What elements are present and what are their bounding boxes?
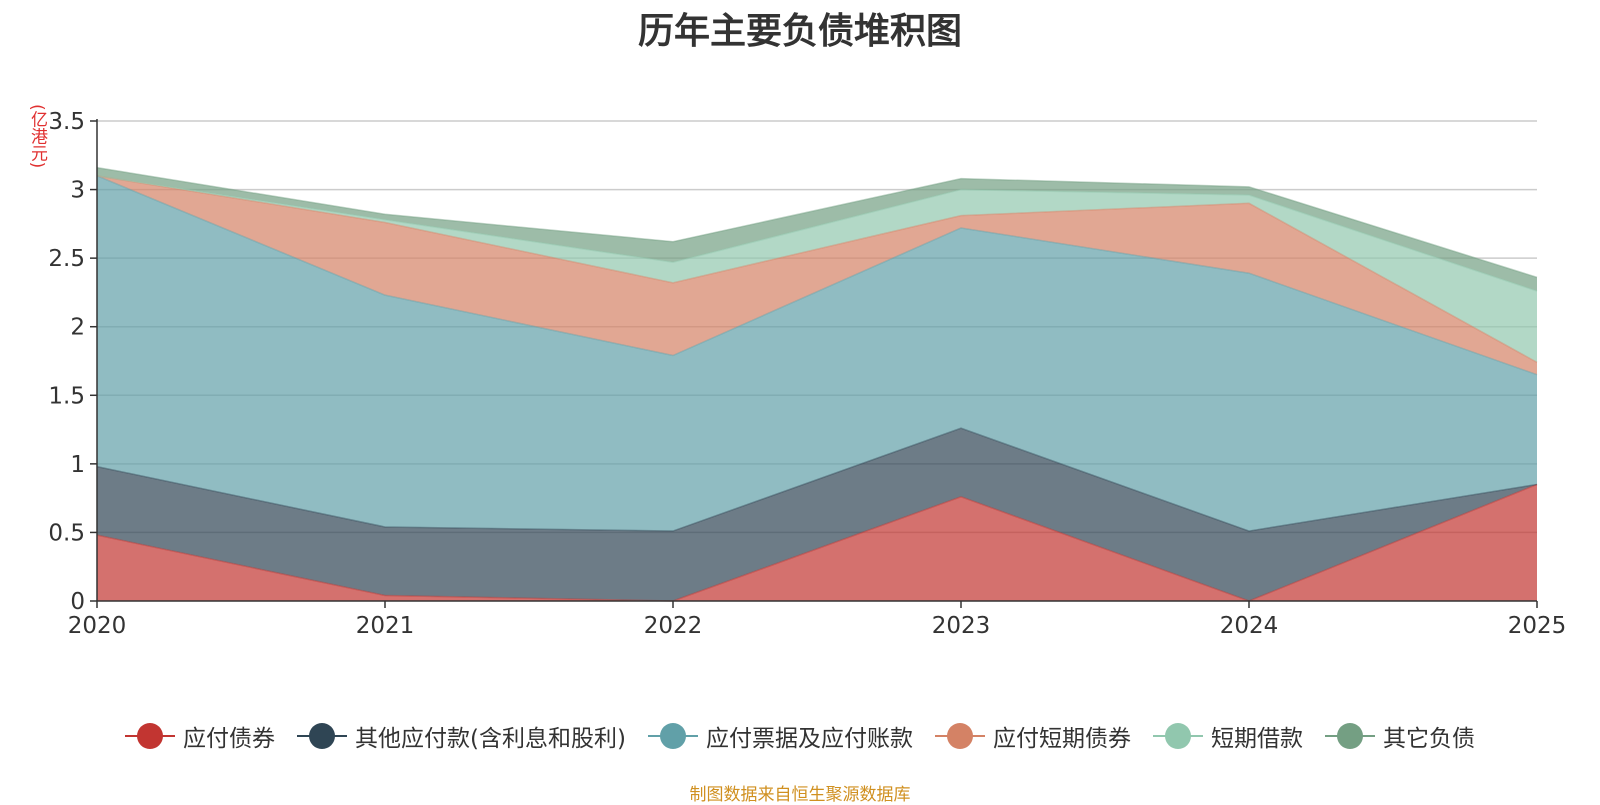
legend-marker-icon [297, 723, 348, 749]
area-series-4 [97, 175, 1537, 375]
line-series-6 [96, 166, 1538, 279]
legend-marker-dot [137, 723, 164, 749]
legend-label: 其它负债 [1382, 726, 1475, 752]
x-tick-label: 2020 [68, 613, 127, 639]
legend-marker-icon [1152, 723, 1203, 749]
area-series-1 [97, 484, 1537, 601]
y-tick-label: 3.5 [48, 109, 85, 135]
area-series-2 [97, 428, 1537, 601]
legend-label: 应付短期债券 [992, 726, 1131, 752]
y-tick-label: 0 [70, 589, 85, 615]
line-series-3 [96, 175, 1538, 376]
legend-marker-dot [309, 723, 336, 749]
line-series-1 [96, 483, 1538, 602]
legend-label: 应付票据及应付账款 [705, 726, 913, 752]
legend-marker-icon [125, 723, 176, 749]
legend-marker-dot [1164, 723, 1191, 749]
legend-item-3[interactable]: 应付票据及应付账款 [647, 719, 913, 753]
legend-item-6[interactable]: 其它负债 [1324, 719, 1475, 753]
y-tick-label: 3 [70, 178, 85, 204]
y-tick-label: 0.5 [48, 520, 85, 546]
legend: 应付债券 其他应付款(含利息和股利) 应付票据及应付账款 应付短期债券 短期借款 其它负债 [0, 716, 1600, 756]
x-tick-label: 2021 [356, 613, 415, 639]
legend-marker-icon [647, 723, 698, 749]
x-tick-label: 2022 [644, 613, 703, 639]
legend-label: 其他应付款(含利息和股利) [355, 726, 626, 752]
source-note: 制图数据来自恒生聚源数据库 [689, 785, 911, 805]
legend-marker-icon [1324, 723, 1375, 749]
line-series-2 [96, 427, 1538, 532]
legend-marker-dot [946, 723, 973, 749]
area-series-3 [97, 175, 1537, 532]
legend-label: 应付债券 [183, 726, 276, 752]
x-tick-label: 2024 [1220, 613, 1279, 639]
series-lines-layer [96, 166, 1538, 602]
legend-item-4[interactable]: 应付短期债券 [934, 719, 1131, 753]
x-tick-label: 2023 [932, 613, 991, 639]
y-tick-label: 1.5 [48, 383, 85, 409]
chart-title: 历年主要负债堆积图 [637, 11, 962, 52]
legend-marker-dot [1336, 723, 1363, 749]
y-axis-unit-label: (亿港元) [27, 104, 47, 169]
y-tick-label: 1 [70, 452, 85, 478]
legend-label: 短期借款 [1210, 726, 1303, 752]
legend-item-5[interactable]: 短期借款 [1152, 719, 1303, 753]
legend-marker-dot [659, 723, 686, 749]
legend-item-2[interactable]: 其他应付款(含利息和股利) [297, 719, 626, 753]
y-tick-label: 2 [70, 315, 85, 341]
legend-marker-icon [934, 723, 985, 749]
line-series-4 [96, 175, 1538, 364]
line-series-5 [96, 175, 1538, 292]
legend-item-1[interactable]: 应付债券 [125, 719, 275, 753]
area-series-layer [97, 167, 1537, 601]
axes: 0 0.5 1 1.5 2 2.5 3 3.5 2020 2021 2022 2023 2024 2025 [48, 109, 1566, 639]
y-tick-label: 2.5 [48, 246, 85, 272]
x-tick-label: 2025 [1508, 613, 1567, 639]
